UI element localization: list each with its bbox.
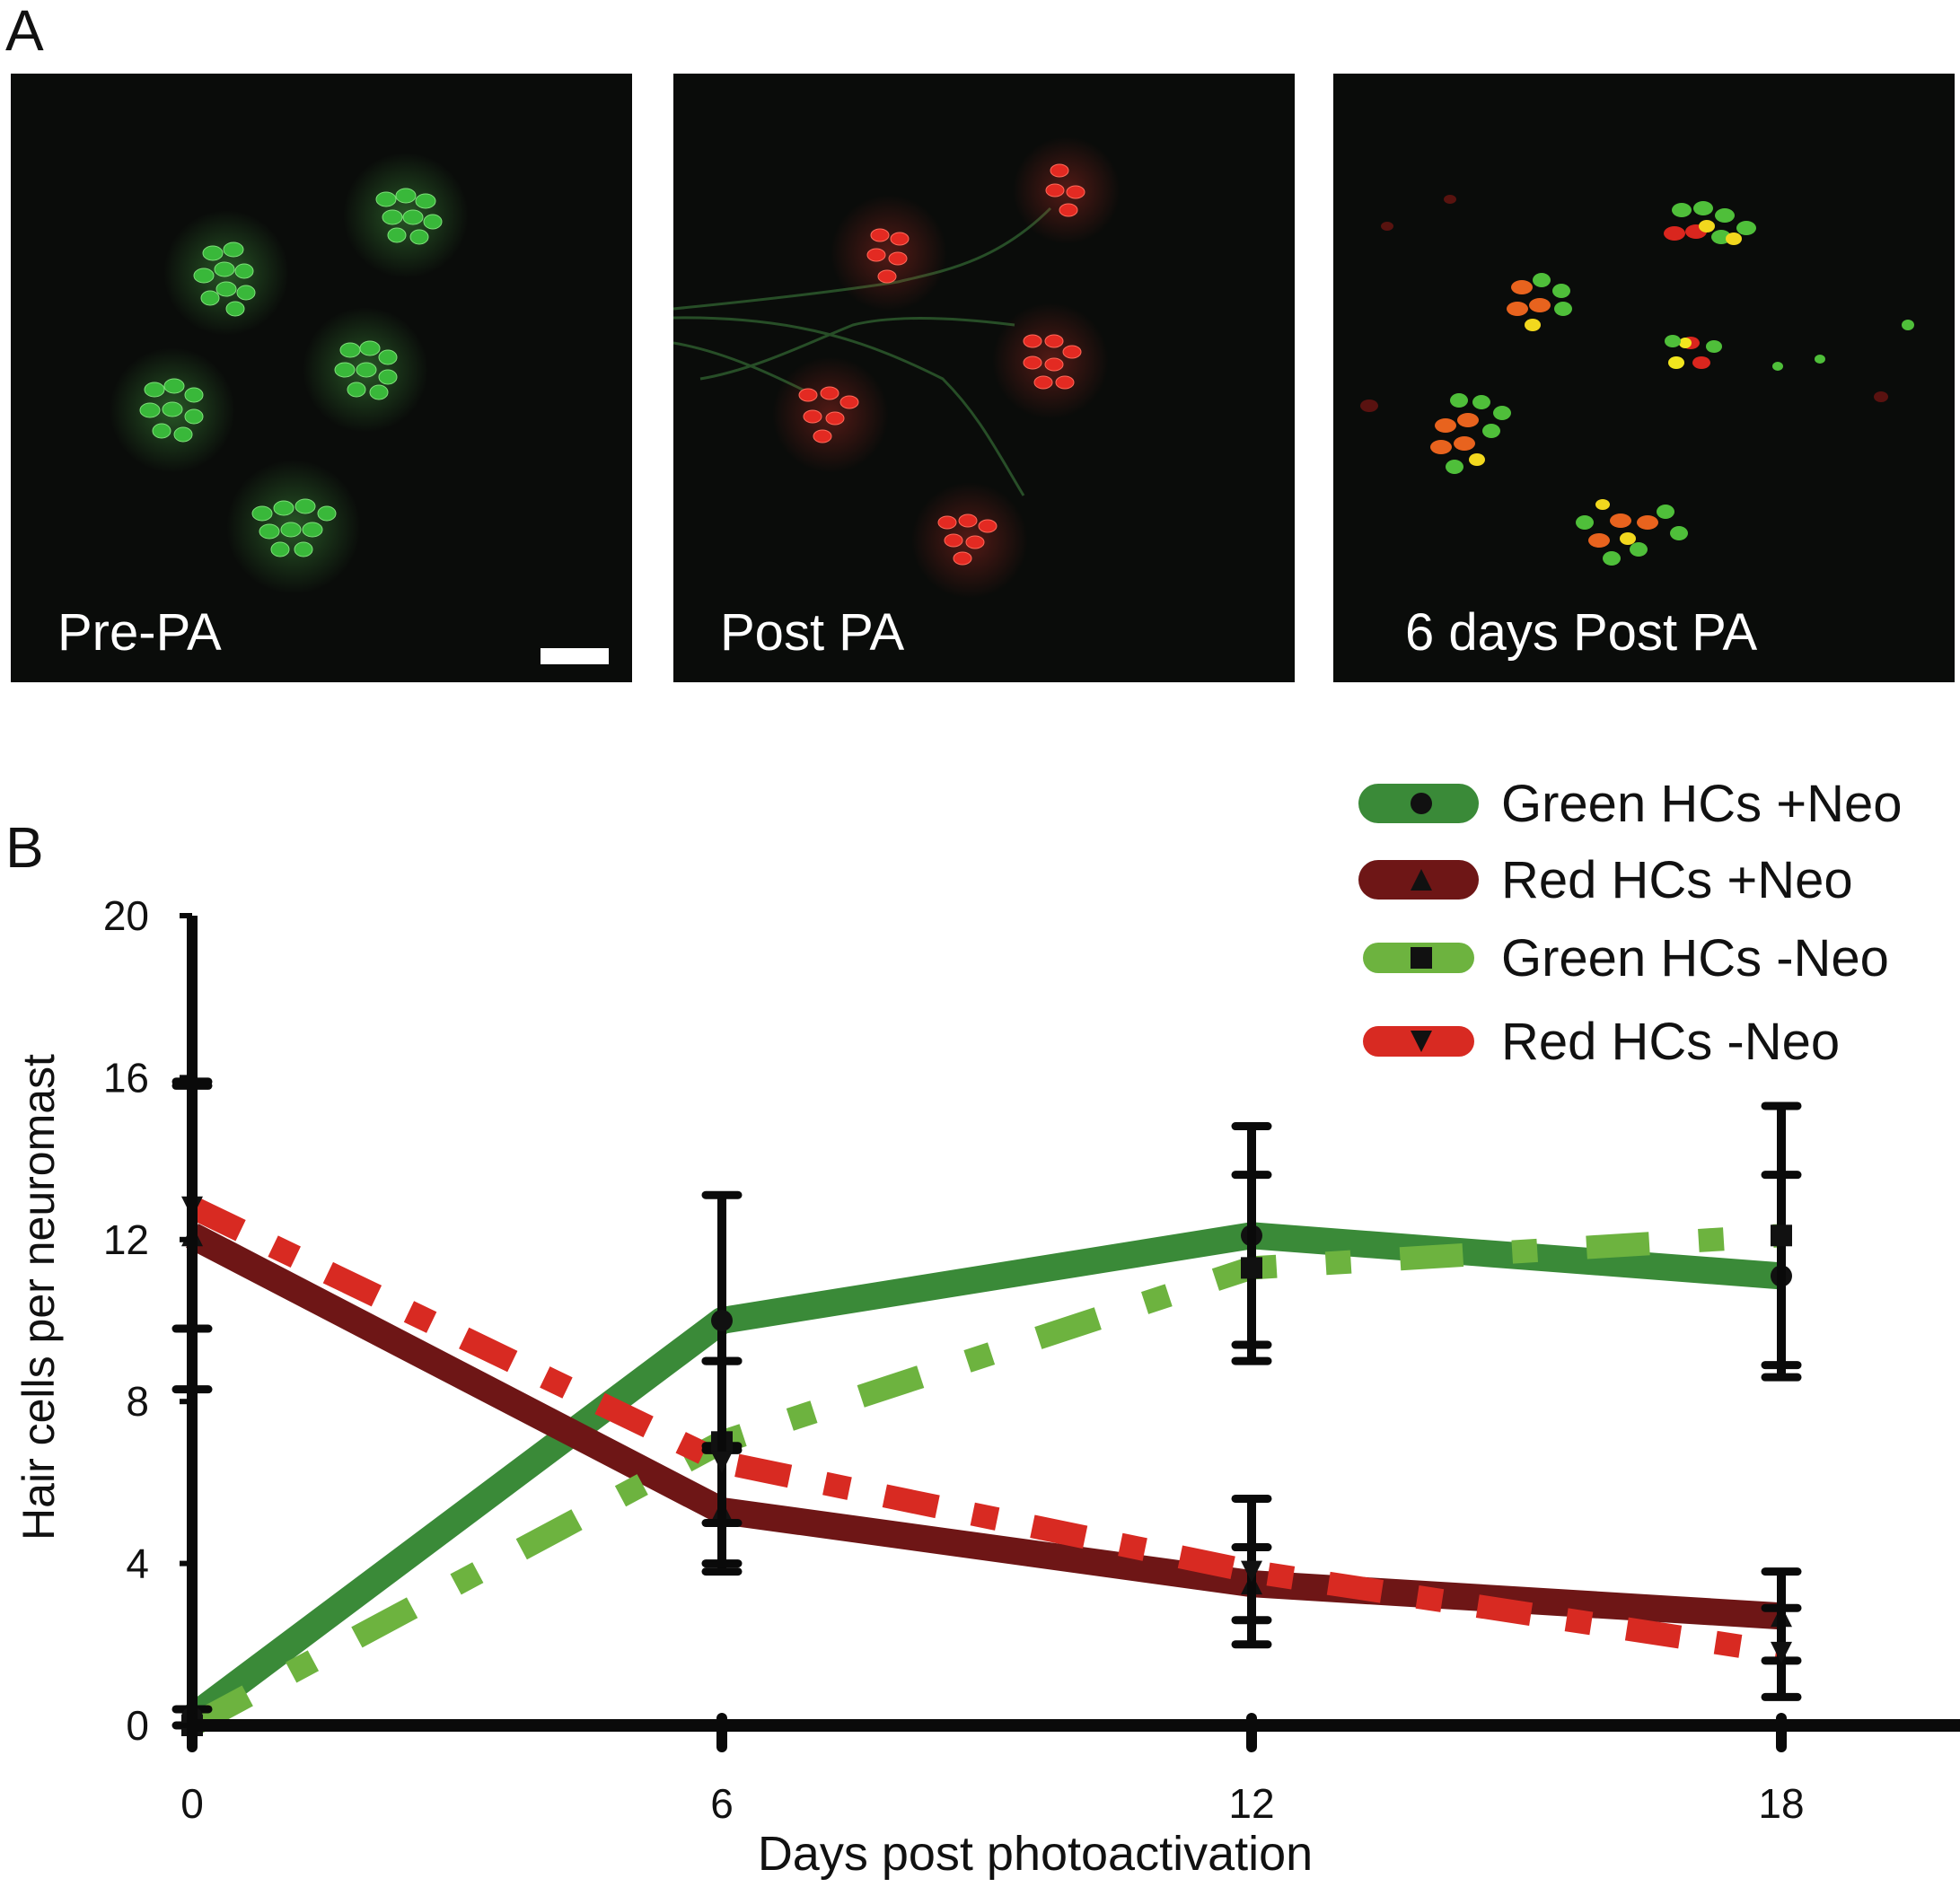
y-tick-label: 8 xyxy=(126,1378,149,1425)
x-ticks: 0 6 12 18 xyxy=(180,1713,1805,1827)
series-line-1 xyxy=(186,1223,1782,1630)
legend-marker xyxy=(1411,869,1432,891)
panel-b-letter: B xyxy=(5,815,44,880)
legend-marker xyxy=(1411,793,1432,814)
y-tick-label: 0 xyxy=(126,1702,149,1749)
micrograph-image xyxy=(673,136,1121,599)
x-axis-label: Days post photoactivation xyxy=(758,1827,1313,1881)
micrograph-label: 6 days Post PA xyxy=(1405,603,1758,662)
data-point xyxy=(711,1451,733,1473)
micrograph-post-pa: Post PA xyxy=(673,74,1295,682)
micrograph-label: Post PA xyxy=(720,603,905,662)
plot-area xyxy=(171,1077,1802,1736)
data-point xyxy=(1241,1560,1262,1583)
data-point xyxy=(1771,1641,1792,1663)
series-line-0 xyxy=(184,1222,1783,1728)
y-ticks: 0 4 8 12 16 20 xyxy=(103,892,192,1749)
y-tick-label: 4 xyxy=(126,1540,149,1587)
x-tick-label: 6 xyxy=(710,1780,734,1827)
legend-marker xyxy=(1411,1031,1432,1052)
legend-label: Red HCs +Neo xyxy=(1501,851,1853,909)
y-tick-label: 16 xyxy=(103,1054,149,1101)
data-point xyxy=(1241,1257,1262,1279)
legend-label: Red HCs -Neo xyxy=(1501,1013,1840,1071)
micrograph-pre-pa: Pre-PA xyxy=(11,74,632,682)
panel-a-letter: A xyxy=(5,0,44,63)
data-point xyxy=(1771,1224,1792,1247)
legend-label: Green HCs -Neo xyxy=(1501,929,1889,987)
micrograph-label: Pre-PA xyxy=(57,603,222,662)
legend: Green HCs +Neo Red HCs +Neo Green HCs -Neo… xyxy=(1358,775,1902,1071)
legend-label: Green HCs +Neo xyxy=(1501,775,1902,833)
micrograph-image xyxy=(110,153,469,594)
y-tick-label: 12 xyxy=(103,1216,149,1263)
scale-bar xyxy=(541,648,609,664)
micrograph-6-days-post-pa: 6 days Post PA xyxy=(1333,74,1955,682)
x-tick-label: 18 xyxy=(1758,1780,1804,1827)
x-tick-label: 0 xyxy=(180,1780,204,1827)
data-point xyxy=(711,1310,733,1331)
legend-marker xyxy=(1411,947,1432,969)
series-line-2 xyxy=(186,1224,1782,1736)
y-tick-label: 20 xyxy=(103,892,149,939)
x-tick-label: 12 xyxy=(1228,1780,1274,1827)
y-axis-label: Hair cells per neuromast xyxy=(13,1054,64,1540)
series-line-3 xyxy=(187,1197,1783,1664)
micrograph-image xyxy=(1360,195,1914,566)
